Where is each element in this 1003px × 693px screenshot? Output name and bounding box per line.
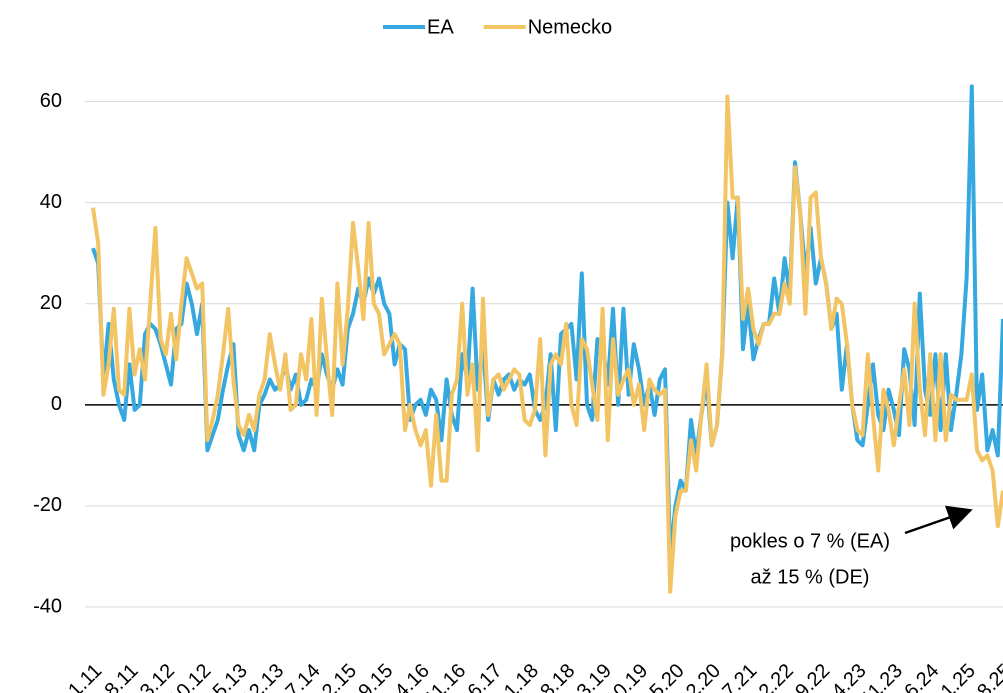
y-tick-label: -40 <box>33 595 62 617</box>
legend: EA Nemecko <box>383 16 612 38</box>
y-tick-label: 40 <box>40 191 62 213</box>
legend-label: Nemecko <box>528 16 612 38</box>
y-tick-label: 20 <box>40 292 62 314</box>
annotation-arrow <box>904 505 973 535</box>
y-tick-label: -20 <box>33 494 62 516</box>
annotation: až 15 % (DE) <box>751 566 870 588</box>
annotation: pokles o 7 % (EA) <box>730 530 890 552</box>
y-tick-label: 60 <box>40 90 62 112</box>
x-tick-label: 1.11 <box>64 660 106 693</box>
plot <box>91 84 1003 594</box>
line-series <box>91 94 1003 594</box>
legend-label: EA <box>427 16 454 38</box>
y-tick-label: 0 <box>51 393 62 415</box>
